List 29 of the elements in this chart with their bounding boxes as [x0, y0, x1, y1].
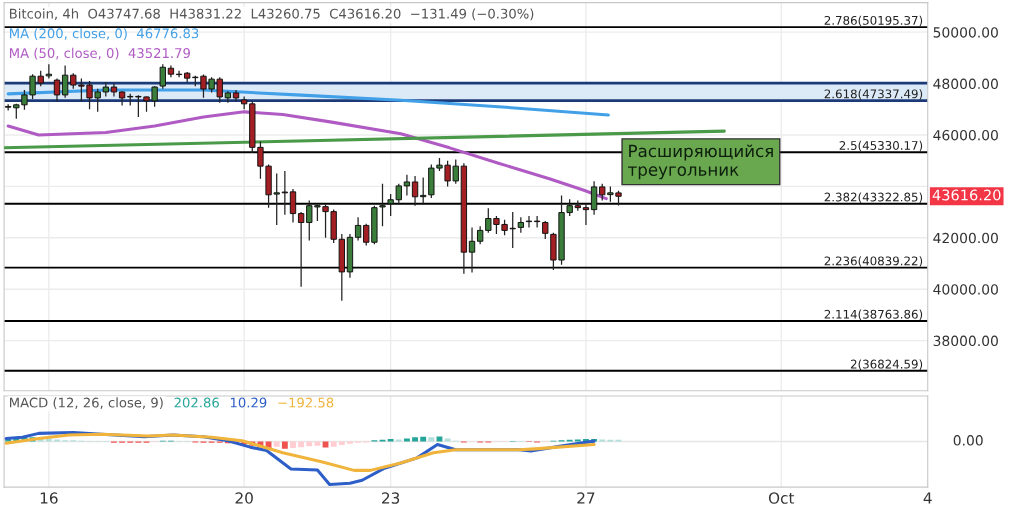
ref-line-label: 2.236(40839.22): [824, 256, 923, 267]
x-tick-label: 4: [923, 492, 932, 504]
ref-line-label: 2.5(45330.17): [839, 140, 923, 152]
x-tick-label: 20: [235, 492, 253, 504]
chart-title: Bitcoin, 4h O43747.68 H43831.22 L43260.75 C43616.20 −131.49 (−0.30%): [10, 8, 534, 21]
ref-line-label: 2.114(38763.86): [824, 309, 923, 321]
y-tick-label: 46000.00: [933, 129, 998, 141]
ref-line-label: 2.382(43322.85): [824, 192, 923, 203]
text: MA (200, close, 0) 46776.83: [10, 28, 199, 40]
x-tick-label: 23: [382, 492, 400, 504]
text: MA (50, close, 0) 43521.79: [10, 47, 190, 60]
y-tick-label: 48000.00: [933, 78, 998, 90]
y-tick-label: 50000.00: [933, 27, 998, 38]
y-tick-label: 40000.00: [933, 284, 998, 295]
x-tick-label: Oct: [768, 492, 795, 504]
y-tick-label: 38000.00: [933, 335, 998, 347]
text: −192.58: [278, 397, 334, 408]
text: 0.00: [953, 435, 983, 446]
ref-line-label: 2(36824.59): [850, 359, 923, 370]
chart-title: MACD (12, 26, close, 9): [10, 397, 163, 410]
ref-line-label: 2.618(47337.49): [824, 89, 923, 100]
x-tick-label: 16: [40, 492, 58, 504]
text: 10.29: [230, 397, 267, 408]
ref-line-label: 2.786(50195.37): [824, 15, 923, 27]
text: 202.86: [174, 397, 219, 408]
text: 43616.20: [932, 189, 1001, 201]
y-tick-label: 42000.00: [933, 232, 998, 244]
x-tick-label: 27: [577, 492, 595, 504]
annotation: Расширяющийся треугольник: [628, 144, 773, 180]
